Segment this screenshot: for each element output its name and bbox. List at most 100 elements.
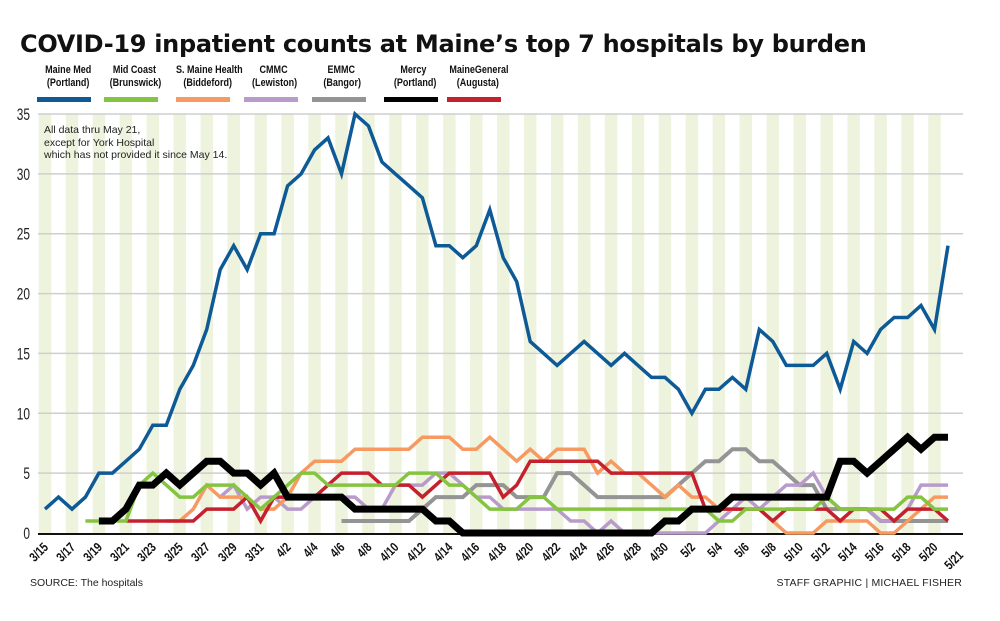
stripe xyxy=(335,114,348,533)
data-note: All data thru May 21, except for York Ho… xyxy=(44,124,227,162)
legend-label-text: MaineGeneral xyxy=(449,64,509,76)
x-tick-label: 4/10 xyxy=(377,540,402,565)
x-tick-label: 5/2 xyxy=(678,540,699,561)
y-tick-label: 10 xyxy=(17,405,30,424)
gridlines xyxy=(38,113,963,474)
credit-note: STAFF GRAPHIC | MICHAEL FISHER xyxy=(776,577,962,589)
stripe xyxy=(119,114,133,533)
stripe xyxy=(712,114,726,533)
legend-sublabel-text: (Brunswick) xyxy=(109,77,162,89)
x-axis-ticks: 3/15 3/17 3/19 3/21 3/23 3/25 3/27 3/29 3/31 4/2 4… xyxy=(27,540,967,573)
legend-label-text: CMMC xyxy=(259,64,288,76)
note-line: All data thru May 21, xyxy=(44,124,141,136)
y-tick-label: 35 xyxy=(17,106,30,125)
x-tick-label: 4/8 xyxy=(354,540,375,561)
legend-label-text: Mercy xyxy=(400,64,427,76)
y-tick-label: 15 xyxy=(17,346,30,365)
x-tick-label: 4/28 xyxy=(620,540,645,565)
legend-item: Maine Med (Portland) xyxy=(31,64,97,90)
x-tick-label: 3/17 xyxy=(54,540,79,565)
x-tick-label: 4/6 xyxy=(327,540,348,561)
x-tick-label: 5/21 xyxy=(942,548,967,573)
legend-swatch xyxy=(312,97,366,102)
x-tick-label: 4/4 xyxy=(301,540,322,561)
stripe xyxy=(901,114,914,533)
series-lines xyxy=(43,110,950,537)
stripe xyxy=(604,114,618,533)
legend-label: S. Maine Health xyxy=(170,64,243,77)
x-tick-label: 4/20 xyxy=(512,540,537,565)
stripe xyxy=(874,114,887,533)
legend-label-text: Mid Coast xyxy=(113,64,157,76)
stripe xyxy=(146,114,160,533)
legend-label-text: EMMC xyxy=(327,64,356,76)
stripe xyxy=(577,114,591,533)
x-tick-label: 4/30 xyxy=(647,540,672,565)
x-tick-label: 5/12 xyxy=(809,540,834,565)
legend-label: CMMC xyxy=(238,64,304,77)
x-tick-label: 5/4 xyxy=(705,540,726,561)
legend-sublabel-text: (Augusta) xyxy=(456,77,499,89)
legend-sublabel-text: (Portland) xyxy=(393,77,437,89)
legend-label-text: Maine Med xyxy=(45,64,92,76)
stripe xyxy=(389,114,402,533)
stripe xyxy=(820,114,833,533)
stripe xyxy=(497,114,510,533)
background-stripes xyxy=(38,114,941,533)
stripe xyxy=(550,114,564,533)
stripe xyxy=(766,114,780,533)
note-line: except for York Hospital xyxy=(44,136,155,149)
x-tick-label: 4/12 xyxy=(404,540,429,565)
stripe xyxy=(658,114,672,533)
stripe xyxy=(443,114,456,533)
legend-swatch xyxy=(37,97,91,102)
legend-sublabel: (Augusta) xyxy=(441,77,507,90)
legend-item: Mercy (Portland) xyxy=(378,64,444,90)
legend-sublabel: (Bangor) xyxy=(306,77,372,90)
legend-label: MaineGeneral xyxy=(441,64,509,77)
x-tick-label: 4/26 xyxy=(593,540,618,565)
legend-sublabel: (Biddeford) xyxy=(170,77,236,90)
legend-swatch xyxy=(176,97,230,102)
legend-swatch xyxy=(244,97,298,102)
source-note: SOURCE: The hospitals xyxy=(30,577,144,589)
legend-item: Mid Coast (Brunswick) xyxy=(98,64,164,90)
x-tick-label: 4/16 xyxy=(458,540,483,565)
chart-title: COVID-19 inpatient counts at Maine’s top… xyxy=(20,30,867,58)
legend-label: Maine Med xyxy=(31,64,97,77)
legend-sublabel: (Portland) xyxy=(31,77,97,90)
stripe xyxy=(173,114,187,533)
series-line-mid-coast xyxy=(85,470,948,523)
x-tick-label: 3/29 xyxy=(216,540,241,565)
x-tick-label: 5/14 xyxy=(836,540,861,565)
note-line: which has not provided it since May 14. xyxy=(44,149,228,161)
legend-label: Mid Coast xyxy=(98,64,164,77)
stripe xyxy=(281,114,294,533)
legend-sublabel: (Lewiston) xyxy=(238,77,304,90)
stripe xyxy=(847,114,860,533)
legend-sublabel-text: (Portland) xyxy=(46,77,90,89)
stripe xyxy=(308,114,321,533)
stripe xyxy=(227,114,240,533)
y-tick-label: 0 xyxy=(23,525,30,544)
legend-item: CMMC (Lewiston) xyxy=(238,64,304,90)
stripe xyxy=(38,114,52,533)
stripe xyxy=(362,114,375,533)
legend-item: MaineGeneral (Augusta) xyxy=(441,64,509,90)
stripe xyxy=(793,114,806,533)
stripe xyxy=(739,114,753,533)
x-tick-label: 4/24 xyxy=(566,540,591,565)
x-tick-label: 4/22 xyxy=(539,540,564,565)
legend-sublabel-text: (Biddeford) xyxy=(183,77,232,89)
x-tick-label: 5/16 xyxy=(862,540,887,565)
x-tick-label: 4/2 xyxy=(274,540,295,561)
stripe xyxy=(631,114,645,533)
legend-label-text: S. Maine Health xyxy=(175,64,243,76)
x-tick-label: 3/31 xyxy=(243,540,268,565)
y-tick-label: 5 xyxy=(23,465,30,484)
series-line-mercy xyxy=(98,432,948,537)
stripe xyxy=(685,114,699,533)
y-tick-label: 30 xyxy=(17,166,30,185)
legend-swatch xyxy=(104,97,158,102)
